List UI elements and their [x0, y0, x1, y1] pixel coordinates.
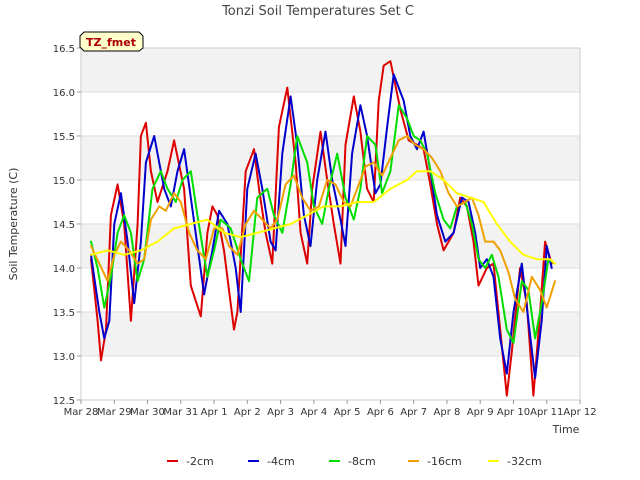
x-axis-label: Time — [552, 423, 580, 436]
plot-band — [81, 312, 580, 356]
x-tick-label: Apr 4 — [300, 407, 327, 418]
x-tick-label: Apr 8 — [434, 407, 461, 418]
annotation-box-shape — [79, 31, 144, 52]
y-tick-label: 14.5 — [53, 220, 75, 231]
x-tick-label: Apr 9 — [467, 407, 494, 418]
x-tick-label: Apr 2 — [234, 407, 261, 418]
legend-label: -16cm — [427, 455, 462, 468]
x-tick-label: Apr 7 — [400, 407, 427, 418]
x-tick-label: Apr 5 — [334, 407, 361, 418]
x-tick-label: Apr 3 — [267, 407, 294, 418]
x-tick-label: Mar 30 — [130, 407, 165, 418]
y-tick-label: 14.0 — [53, 264, 75, 275]
series-line-4cmcm — [90, 73, 553, 379]
y-tick-label: 16.5 — [53, 44, 75, 55]
x-tick-label: Mar 31 — [163, 407, 198, 418]
y-tick-label: 16.0 — [53, 88, 75, 99]
y-axis-label: Soil Temperature (C) — [7, 168, 20, 281]
x-tick-label: Apr 12 — [563, 407, 596, 418]
series-line-32cmcm — [90, 170, 556, 265]
chart-title: Tonzi Soil Temperatures Set C — [221, 4, 414, 19]
legend-label: -4cm — [267, 455, 295, 468]
annotation-box: TZ_fmet — [79, 31, 144, 52]
y-tick-label: 13.5 — [53, 308, 75, 319]
x-tick-label: Apr 6 — [367, 407, 394, 418]
data-series — [90, 60, 556, 397]
legend: -2cm -4cm -8cm -16cm -32cm — [167, 455, 542, 468]
y-tick-label: 12.5 — [53, 396, 75, 407]
y-tick-label: 13.0 — [53, 352, 75, 363]
y-tick-label: 15.0 — [53, 176, 75, 187]
series-line-16cmcm — [90, 135, 556, 313]
x-tick-label: Mar 29 — [97, 407, 132, 418]
x-tick-label: Apr 11 — [530, 407, 563, 418]
x-tick-label: Apr 1 — [201, 407, 228, 418]
legend-label: -32cm — [507, 455, 542, 468]
y-tick-label: 15.5 — [53, 132, 75, 143]
y-axis-ticks: 12.5 13.0 13.5 14.0 14.5 15.0 15.5 16.0 16.5 — [53, 44, 81, 407]
legend-label: -8cm — [348, 455, 376, 468]
legend-label: -2cm — [186, 455, 214, 468]
plot-band — [81, 48, 580, 92]
series-line-8cmcm — [90, 104, 556, 344]
annotation-label: TZ_fmet — [86, 36, 136, 49]
x-tick-label: Apr 10 — [497, 407, 530, 418]
x-tick-label: Mar 28 — [64, 407, 99, 418]
